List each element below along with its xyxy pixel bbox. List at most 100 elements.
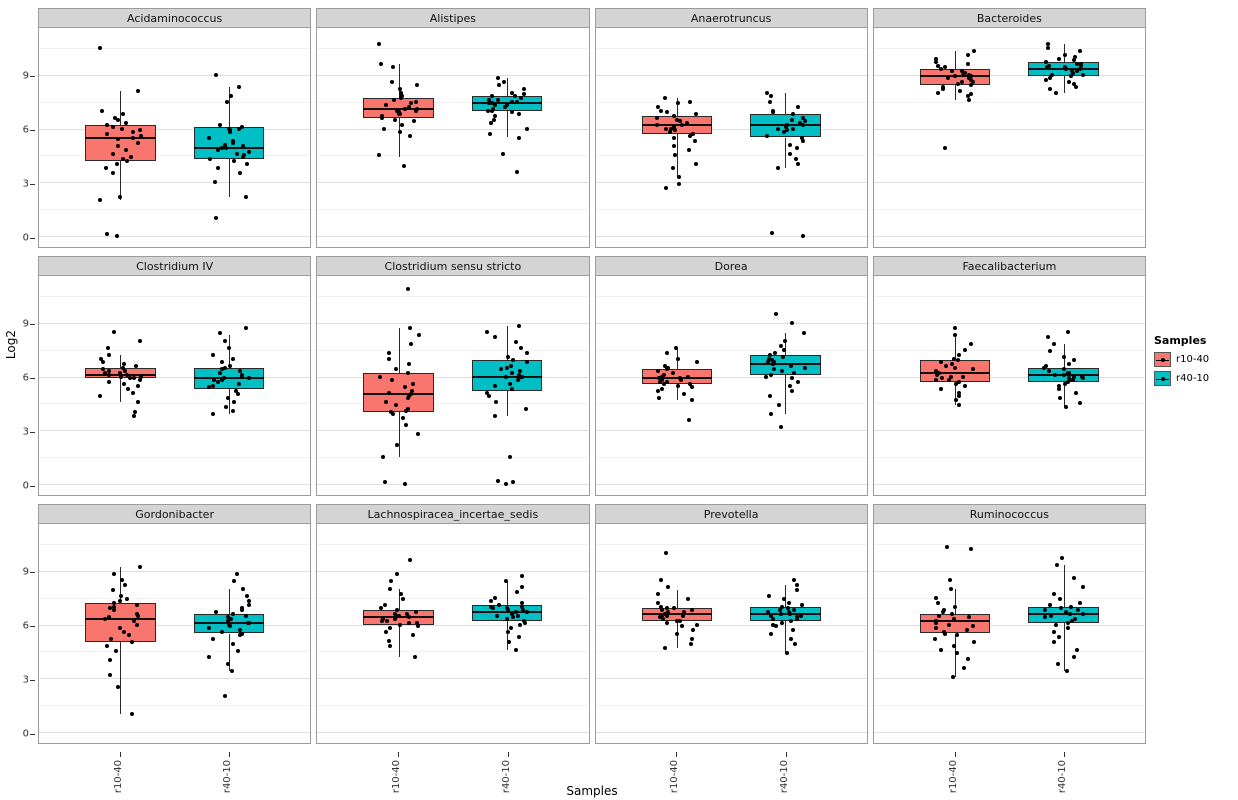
jitter-point [777,608,782,613]
jitter-point [382,602,387,607]
major-gridline [317,732,589,734]
jitter-point [411,119,416,124]
jitter-point [1047,349,1052,354]
jitter-point [955,633,960,638]
jitter-point [508,363,513,368]
jitter-point [688,99,693,104]
jitter-point [1054,563,1059,568]
jitter-point [500,151,505,156]
jitter-point [108,658,113,663]
minor-gridline [317,651,589,653]
x-tick-cell: r10-40 r40-10 [316,752,589,798]
jitter-point [957,390,962,395]
minor-gridline [873,597,1145,599]
boxplot-median [919,371,991,374]
jitter-point [379,618,384,623]
legend-entry: r10-40 [1154,352,1209,367]
jitter-point [226,618,231,623]
jitter-point [220,367,225,372]
jitter-point [940,609,945,614]
whisker-upper [676,98,678,116]
jitter-point [225,396,230,401]
jitter-point [246,149,251,154]
jitter-point [788,142,793,147]
jitter-point [216,148,221,153]
major-gridline [595,484,867,486]
jitter-point [398,130,403,135]
jitter-point [962,347,967,352]
jitter-point [128,155,133,160]
jitter-point [509,611,514,616]
major-gridline [873,236,1145,238]
major-gridline [873,570,1145,572]
legend-label: r10-40 [1176,354,1210,365]
jitter-point [123,121,128,126]
jitter-point [111,604,116,609]
jitter-point [936,63,941,68]
jitter-point [401,597,406,602]
jitter-point [206,385,211,390]
jitter-point [111,329,116,334]
jitter-point [1066,79,1071,84]
boxplot-median [750,362,821,365]
facet-panel [38,28,312,248]
jitter-point [407,133,412,138]
major-gridline [595,322,867,324]
legend-key-swatch [1154,371,1171,386]
minor-gridline [39,101,311,103]
boxplot-median [641,612,713,615]
jitter-point [511,358,516,363]
minor-gridline [39,457,311,459]
x-tick-mark [119,752,121,757]
jitter-point [972,49,977,54]
jitter-point [790,388,795,393]
jitter-point [664,550,669,555]
jitter-point [98,356,103,361]
jitter-point [119,593,124,598]
minor-gridline [595,209,867,211]
jitter-point [694,162,699,167]
jitter-point [207,626,212,631]
jitter-point [409,388,414,393]
whisker-upper [785,585,787,607]
jitter-point [788,383,793,388]
jitter-point [485,108,490,113]
jitter-point [98,394,103,399]
jitter-point [120,157,125,162]
jitter-point [1062,354,1067,359]
jitter-point [111,171,116,176]
facet-title: Anaerotruncus [594,8,868,28]
whisker-upper [785,333,787,355]
jitter-point [769,358,774,363]
jitter-point [960,79,965,84]
jitter-point [966,76,971,81]
jitter-point [393,117,397,122]
jitter-point [661,617,666,622]
y-tick-label: 6 [22,372,29,384]
jitter-point [665,379,670,384]
jitter-point [934,372,939,377]
jitter-point [231,579,236,584]
jitter-point [779,369,784,374]
jitter-point [1063,405,1068,410]
jitter-point [509,90,514,95]
boxplot-point-glyph [1160,376,1165,381]
jitter-point [801,234,806,239]
minor-gridline [873,651,1145,653]
x-tick-cell: r10-40 r40-10 [595,752,868,798]
facet-title: Lachnospiracea_incertae_sedis [316,504,590,524]
jitter-point [240,374,245,379]
jitter-point [1052,629,1057,634]
jitter-point [665,110,670,115]
jitter-point [694,622,699,627]
facet-title: Gordonibacter [38,504,312,524]
major-gridline [317,128,589,130]
jitter-point [1078,63,1083,68]
jitter-point [763,374,768,379]
jitter-point [690,385,695,390]
major-gridline [317,182,589,184]
jitter-point [138,133,143,138]
jitter-point [798,613,803,618]
jitter-point [510,370,515,375]
jitter-point [1062,381,1067,386]
